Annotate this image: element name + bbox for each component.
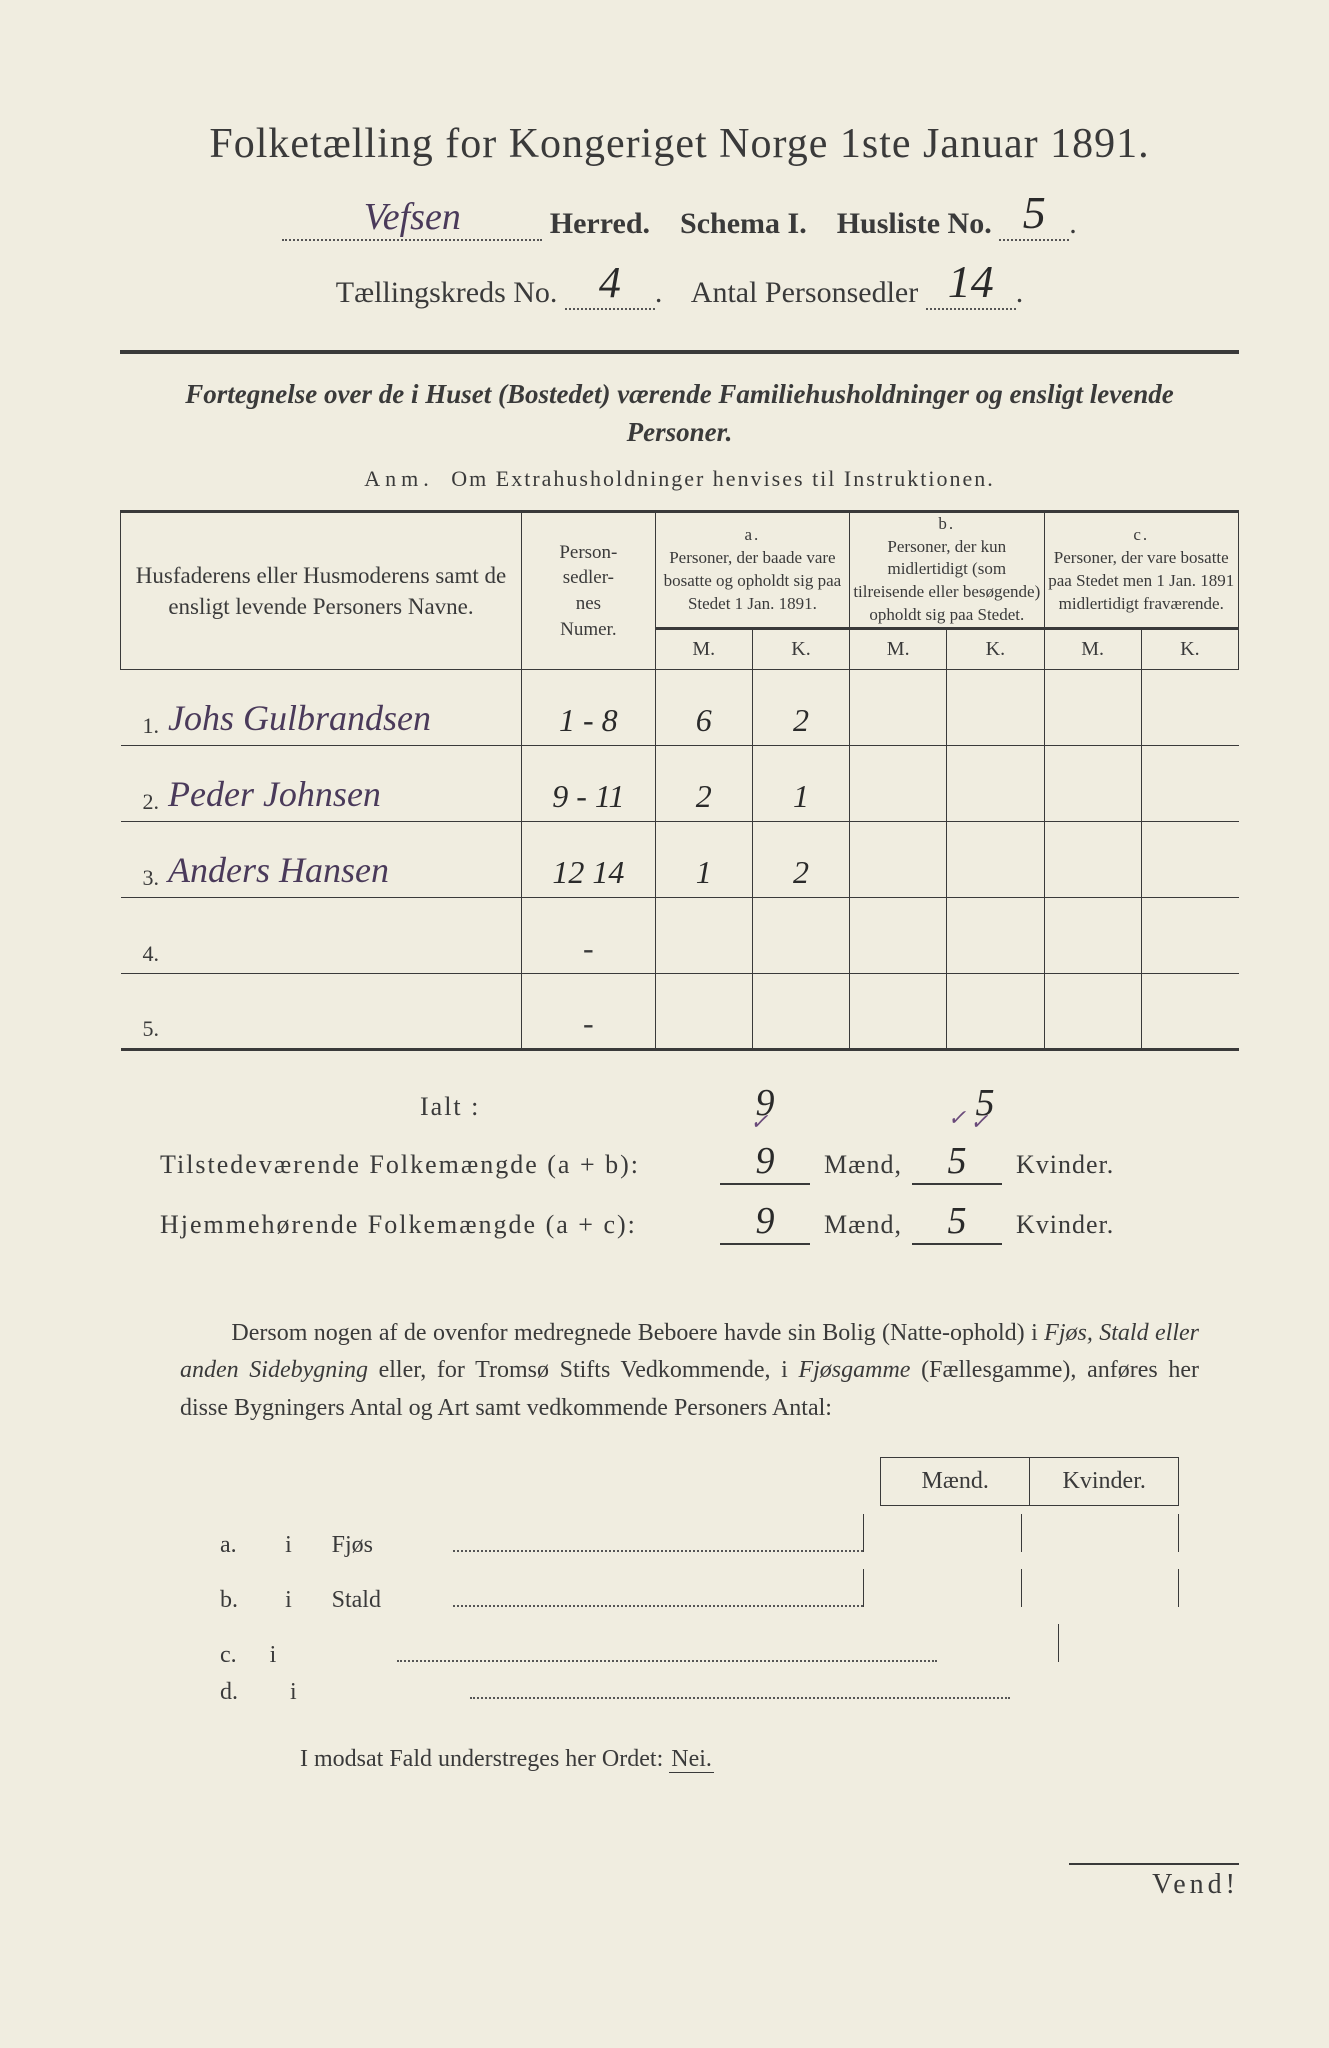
- anm-line: Anm. Om Extrahusholdninger henvises til …: [120, 466, 1239, 492]
- col-b-m: M.: [850, 629, 947, 670]
- dotted-line: [470, 1681, 1010, 1699]
- household-table: Husfaderens eller Husmoderens samt de en…: [120, 510, 1239, 1052]
- bolig-row: b. i Stald: [220, 1569, 1179, 1614]
- checkmark-icon: ✓: [750, 1109, 768, 1135]
- herred-label: Herred.: [550, 207, 650, 240]
- dotted-line: [397, 1644, 937, 1662]
- present-label: Tilstedeværende Folkemængde (a + b):: [120, 1150, 710, 1180]
- a-k-value: 2: [752, 670, 849, 746]
- table-row: 3. Anders Hansen 12 14 1 2: [121, 822, 1239, 898]
- kreds-label: Tællingskreds No.: [336, 276, 558, 309]
- name-value: Anders Hansen: [168, 850, 389, 890]
- dotted-line: [453, 1534, 863, 1552]
- vend-label: Vend!: [1069, 1863, 1239, 1901]
- present-k: ✓ 5: [912, 1139, 1002, 1185]
- home-line: Hjemmehørende Folkemængde (a + c): 9 Mæn…: [120, 1199, 1239, 1245]
- col-a: a. Personer, der baade vare bosatte og o…: [655, 511, 849, 629]
- table-row: 5. -: [121, 974, 1239, 1050]
- husliste-value: 5: [999, 186, 1069, 241]
- present-m: 9: [720, 1139, 810, 1185]
- home-m: 9: [720, 1199, 810, 1245]
- personsedler-label: Antal Personsedler: [691, 276, 918, 309]
- nei-word: Nei.: [669, 1746, 714, 1773]
- present-line: Tilstedeværende Folkemængde (a + b): 9 M…: [120, 1139, 1239, 1185]
- anm-label: Anm.: [364, 466, 434, 491]
- col-b: b. Personer, der kun midlertidigt (som t…: [850, 511, 1044, 629]
- header-line-2: Tællingskreds No. 4. Antal Personsedler …: [120, 255, 1239, 310]
- totals-block: Ialt : 9 ✓ 5 ✓ Tilstedeværende Folkemæng…: [120, 1081, 1239, 1245]
- bolig-row: a. i Fjøs: [220, 1514, 1179, 1559]
- kvinder-label: Kvinder.: [1016, 1150, 1114, 1180]
- anm-text: Om Extrahusholdninger henvises til Instr…: [451, 466, 994, 491]
- col-b-k: K.: [947, 629, 1044, 670]
- name-value: Peder Johnsen: [168, 774, 381, 814]
- name-value: Johs Gulbrandsen: [168, 698, 431, 738]
- col-c: c. Personer, der vare bosatte paa Stedet…: [1044, 511, 1239, 629]
- header-line-1: Vefsen Herred. Schema I. Husliste No. 5.: [120, 186, 1239, 241]
- page-title: Folketælling for Kongeriget Norge 1ste J…: [120, 120, 1239, 168]
- bolig-table: Mænd. Kvinder. a. i Fjøs b. i Stald c. i: [220, 1457, 1179, 1706]
- subtitle: Fortegnelse over de i Huset (Bostedet) v…: [160, 376, 1199, 452]
- table-row: 1. Johs Gulbrandsen 1 - 8 6 2: [121, 670, 1239, 746]
- sedler-value: 1 - 8: [522, 670, 656, 746]
- col-c-k: K.: [1141, 629, 1238, 670]
- schema-label: Schema I.: [680, 207, 807, 240]
- bolig-kvinder-label: Kvinder.: [1029, 1457, 1179, 1506]
- checkmark-icon: ✓: [912, 1105, 1002, 1131]
- table-body: 1. Johs Gulbrandsen 1 - 8 6 2 2. Peder J…: [121, 670, 1239, 1050]
- table-row: 4. -: [121, 898, 1239, 974]
- ialt-label: Ialt :: [120, 1092, 710, 1122]
- home-label: Hjemmehørende Folkemængde (a + c):: [120, 1210, 710, 1240]
- ialt-line: Ialt : 9 ✓ 5 ✓: [120, 1081, 1239, 1125]
- col-a-m: M.: [655, 629, 752, 670]
- personsedler-value: 14: [926, 255, 1016, 310]
- col-sedler: Person- sedler- nes Numer.: [522, 511, 656, 670]
- home-k: 5: [912, 1199, 1002, 1245]
- a-m-value: 6: [655, 670, 752, 746]
- bolig-maend-label: Mænd.: [880, 1457, 1029, 1506]
- dotted-line: [453, 1589, 863, 1607]
- bolig-row: d. i: [220, 1679, 1179, 1706]
- maend-label: Mænd,: [824, 1150, 902, 1180]
- herred-value: Vefsen: [282, 195, 542, 241]
- census-form-page: Folketælling for Kongeriget Norge 1ste J…: [0, 0, 1329, 2048]
- husliste-label: Husliste No.: [837, 207, 992, 240]
- nei-line: I modsat Fald understreges her Ordet: Ne…: [300, 1746, 1239, 1773]
- divider: [120, 350, 1239, 354]
- bolig-head: Mænd. Kvinder.: [880, 1457, 1179, 1506]
- col-c-m: M.: [1044, 629, 1141, 670]
- kreds-value: 4: [565, 257, 655, 310]
- bolig-paragraph: Dersom nogen af de ovenfor medregnede Be…: [180, 1315, 1199, 1427]
- col-a-k: K.: [752, 629, 849, 670]
- col-name: Husfaderens eller Husmoderens samt de en…: [121, 511, 522, 670]
- table-row: 2. Peder Johnsen 9 - 11 2 1: [121, 746, 1239, 822]
- bolig-row: c. i: [220, 1624, 1179, 1669]
